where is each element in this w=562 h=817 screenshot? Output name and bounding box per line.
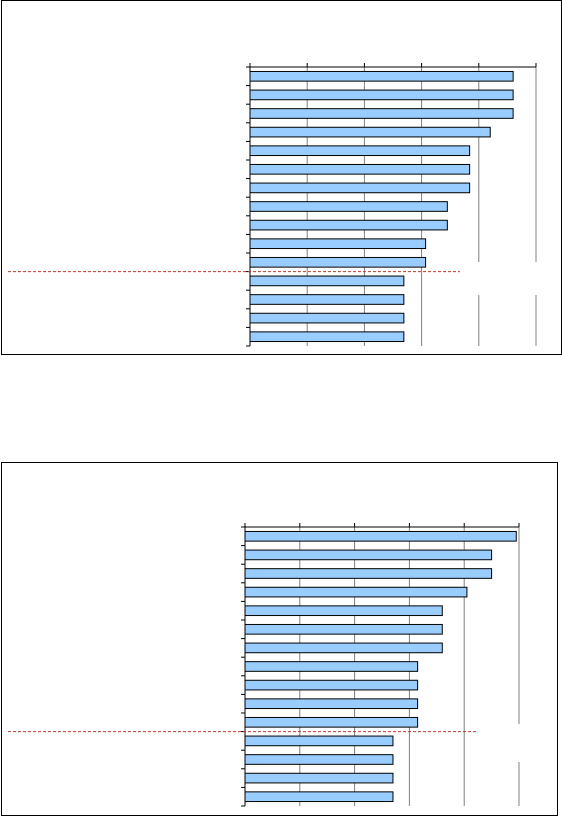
- chart-2-bar: [244, 661, 419, 672]
- chart-2-bar: [244, 568, 493, 579]
- chart-2-gap: [478, 724, 524, 762]
- chart-2-bar: [244, 605, 443, 617]
- chart-1-bar: [249, 238, 427, 250]
- chart-1-bar: [249, 219, 448, 231]
- chart-2-bar: [244, 772, 394, 784]
- chart-1-bar: [249, 256, 427, 268]
- chart-1-bar: [249, 89, 514, 101]
- chart-2-bar: [244, 754, 394, 765]
- chart-2-bar: [244, 716, 419, 728]
- chart-2-bar: [244, 586, 468, 598]
- chart-1-bar: [249, 108, 514, 119]
- chart-2-bar: [244, 679, 419, 691]
- chart-2-bar: [244, 623, 443, 635]
- chart-2-bar: [244, 735, 394, 747]
- chart-1-gap: [460, 262, 540, 295]
- chart-1-bar: [249, 312, 405, 324]
- chart-1-bar: [249, 331, 405, 343]
- chart-1-bar: [249, 126, 491, 138]
- chart-1-bar: [249, 275, 405, 287]
- chart-2-bar: [244, 791, 394, 803]
- chart-1-bar: [249, 163, 471, 175]
- chart-1-bar: [249, 201, 448, 212]
- chart-1-bar: [249, 70, 514, 82]
- chart-2-bar: [244, 530, 517, 542]
- chart-1-bar: [249, 145, 471, 157]
- chart-2-bar: [244, 698, 419, 710]
- chart-1-bar: [249, 294, 405, 305]
- chart-1-bar: [249, 182, 471, 194]
- chart-2-bar: [244, 549, 493, 561]
- chart-2-bar: [244, 642, 443, 654]
